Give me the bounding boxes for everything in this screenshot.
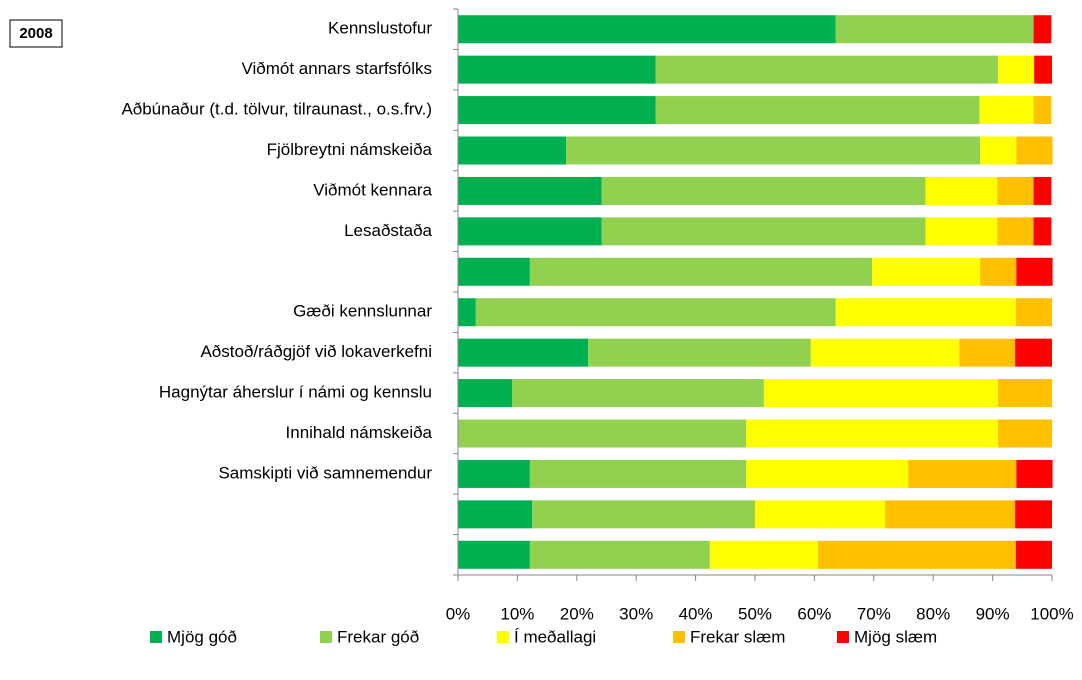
bar-segment xyxy=(997,217,1034,246)
bar-segment xyxy=(458,540,530,569)
bar-segment xyxy=(1015,338,1052,367)
bar-segment xyxy=(959,338,1016,367)
bar-segment xyxy=(997,379,1052,408)
legend-label: Mjög góð xyxy=(167,627,237,646)
bar-segment xyxy=(817,540,1016,569)
bar-segment xyxy=(925,176,998,205)
bar-segment xyxy=(835,15,1034,44)
x-tick-label: 50% xyxy=(738,604,772,623)
bar-segment xyxy=(763,379,998,408)
legend-label: Frekar góð xyxy=(337,627,419,646)
chart-title: 2008 xyxy=(19,25,52,42)
bar-segment xyxy=(980,257,1017,286)
legend-label: Í meðallagi xyxy=(514,627,596,646)
bar-segment xyxy=(458,96,656,125)
bar-segment xyxy=(1033,96,1052,125)
bar-segment xyxy=(458,217,602,246)
x-tick-label: 100% xyxy=(1030,604,1073,623)
legend-swatch xyxy=(497,631,509,643)
bar-segment xyxy=(458,419,747,448)
bar-segment xyxy=(872,257,981,286)
bar-segment xyxy=(746,459,909,488)
y-tick-label: Gæði kennslunnar xyxy=(293,302,432,321)
legend-label: Frekar slæm xyxy=(690,627,785,646)
bar-segment xyxy=(1016,136,1053,165)
bar-segment xyxy=(458,338,589,367)
y-tick-label: Innihald námskeiða xyxy=(286,423,433,442)
bar-segment xyxy=(475,298,836,327)
bar-segment xyxy=(601,176,926,205)
y-tick-label: Aðstoð/ráðgjöf við lokaverkefni xyxy=(200,342,432,361)
x-tick-label: 90% xyxy=(976,604,1010,623)
y-tick-label: Viðmót annars starfsfólks xyxy=(241,59,432,78)
legend-swatch xyxy=(320,631,332,643)
y-tick-label: Fjölbreytni námskeiða xyxy=(267,140,433,159)
y-tick-label: Hagnýtar áherslur í námi og kennslu xyxy=(159,383,432,402)
bar-segment xyxy=(458,176,602,205)
bar-segment xyxy=(529,540,710,569)
bar-segment xyxy=(655,55,998,84)
bar-segment xyxy=(755,500,886,529)
bar-segment xyxy=(908,459,1017,488)
bar-segment xyxy=(458,257,530,286)
x-tick-label: 0% xyxy=(446,604,471,623)
x-tick-label: 70% xyxy=(857,604,891,623)
bar-segment xyxy=(980,136,1017,165)
bar-segment xyxy=(1015,540,1052,569)
legend-label: Mjög slæm xyxy=(854,627,937,646)
bar-segment xyxy=(1034,55,1052,84)
bar-segment xyxy=(925,217,998,246)
bar-segment xyxy=(997,419,1052,448)
bar-segment xyxy=(997,55,1035,84)
bar-segment xyxy=(512,379,764,408)
bar-segment xyxy=(1033,217,1052,246)
bar-segment xyxy=(601,217,926,246)
bar-segment xyxy=(1033,15,1052,44)
bar-segment xyxy=(655,96,980,125)
bar-segment xyxy=(532,500,755,529)
bar-segment xyxy=(566,136,981,165)
x-tick-label: 80% xyxy=(916,604,950,623)
bar-segment xyxy=(529,459,747,488)
legend-swatch xyxy=(150,631,162,643)
title-box xyxy=(9,19,63,48)
legend-swatch xyxy=(837,631,849,643)
x-tick-label: 20% xyxy=(560,604,594,623)
x-tick-label: 40% xyxy=(679,604,713,623)
bar-segment xyxy=(458,298,476,327)
bar-segment xyxy=(1015,500,1052,529)
bar-segment xyxy=(458,379,513,408)
y-tick-label: Aðbúnaður (t.d. tölvur, tilraunast., o.s… xyxy=(121,100,432,119)
bar-segment xyxy=(835,298,1016,327)
y-tick-label: Kennslustofur xyxy=(328,19,432,38)
bar-segment xyxy=(885,500,1016,529)
bar-segment xyxy=(1015,298,1052,327)
bar-segment xyxy=(458,136,567,165)
legend-swatch xyxy=(673,631,685,643)
y-tick-label: Lesaðstaða xyxy=(344,221,432,240)
bar-segment xyxy=(588,338,811,367)
bar-segment xyxy=(1016,459,1053,488)
bar-segment xyxy=(529,257,873,286)
bar-segment xyxy=(458,500,533,529)
bar-segment xyxy=(458,15,836,44)
bar-segment xyxy=(458,459,530,488)
bar-segment xyxy=(997,176,1034,205)
y-tick-label: Samskipti við samnemendur xyxy=(218,463,432,482)
bar-segment xyxy=(746,419,998,448)
bar-segment xyxy=(1016,257,1053,286)
bar-segment xyxy=(810,338,960,367)
y-tick-label: Viðmót kennara xyxy=(313,180,432,199)
bar-segment xyxy=(458,55,656,84)
x-tick-label: 60% xyxy=(797,604,831,623)
bar-segment xyxy=(979,96,1034,125)
x-tick-label: 10% xyxy=(500,604,534,623)
bar-segment xyxy=(1033,176,1052,205)
x-tick-label: 30% xyxy=(619,604,653,623)
bar-segment xyxy=(709,540,818,569)
